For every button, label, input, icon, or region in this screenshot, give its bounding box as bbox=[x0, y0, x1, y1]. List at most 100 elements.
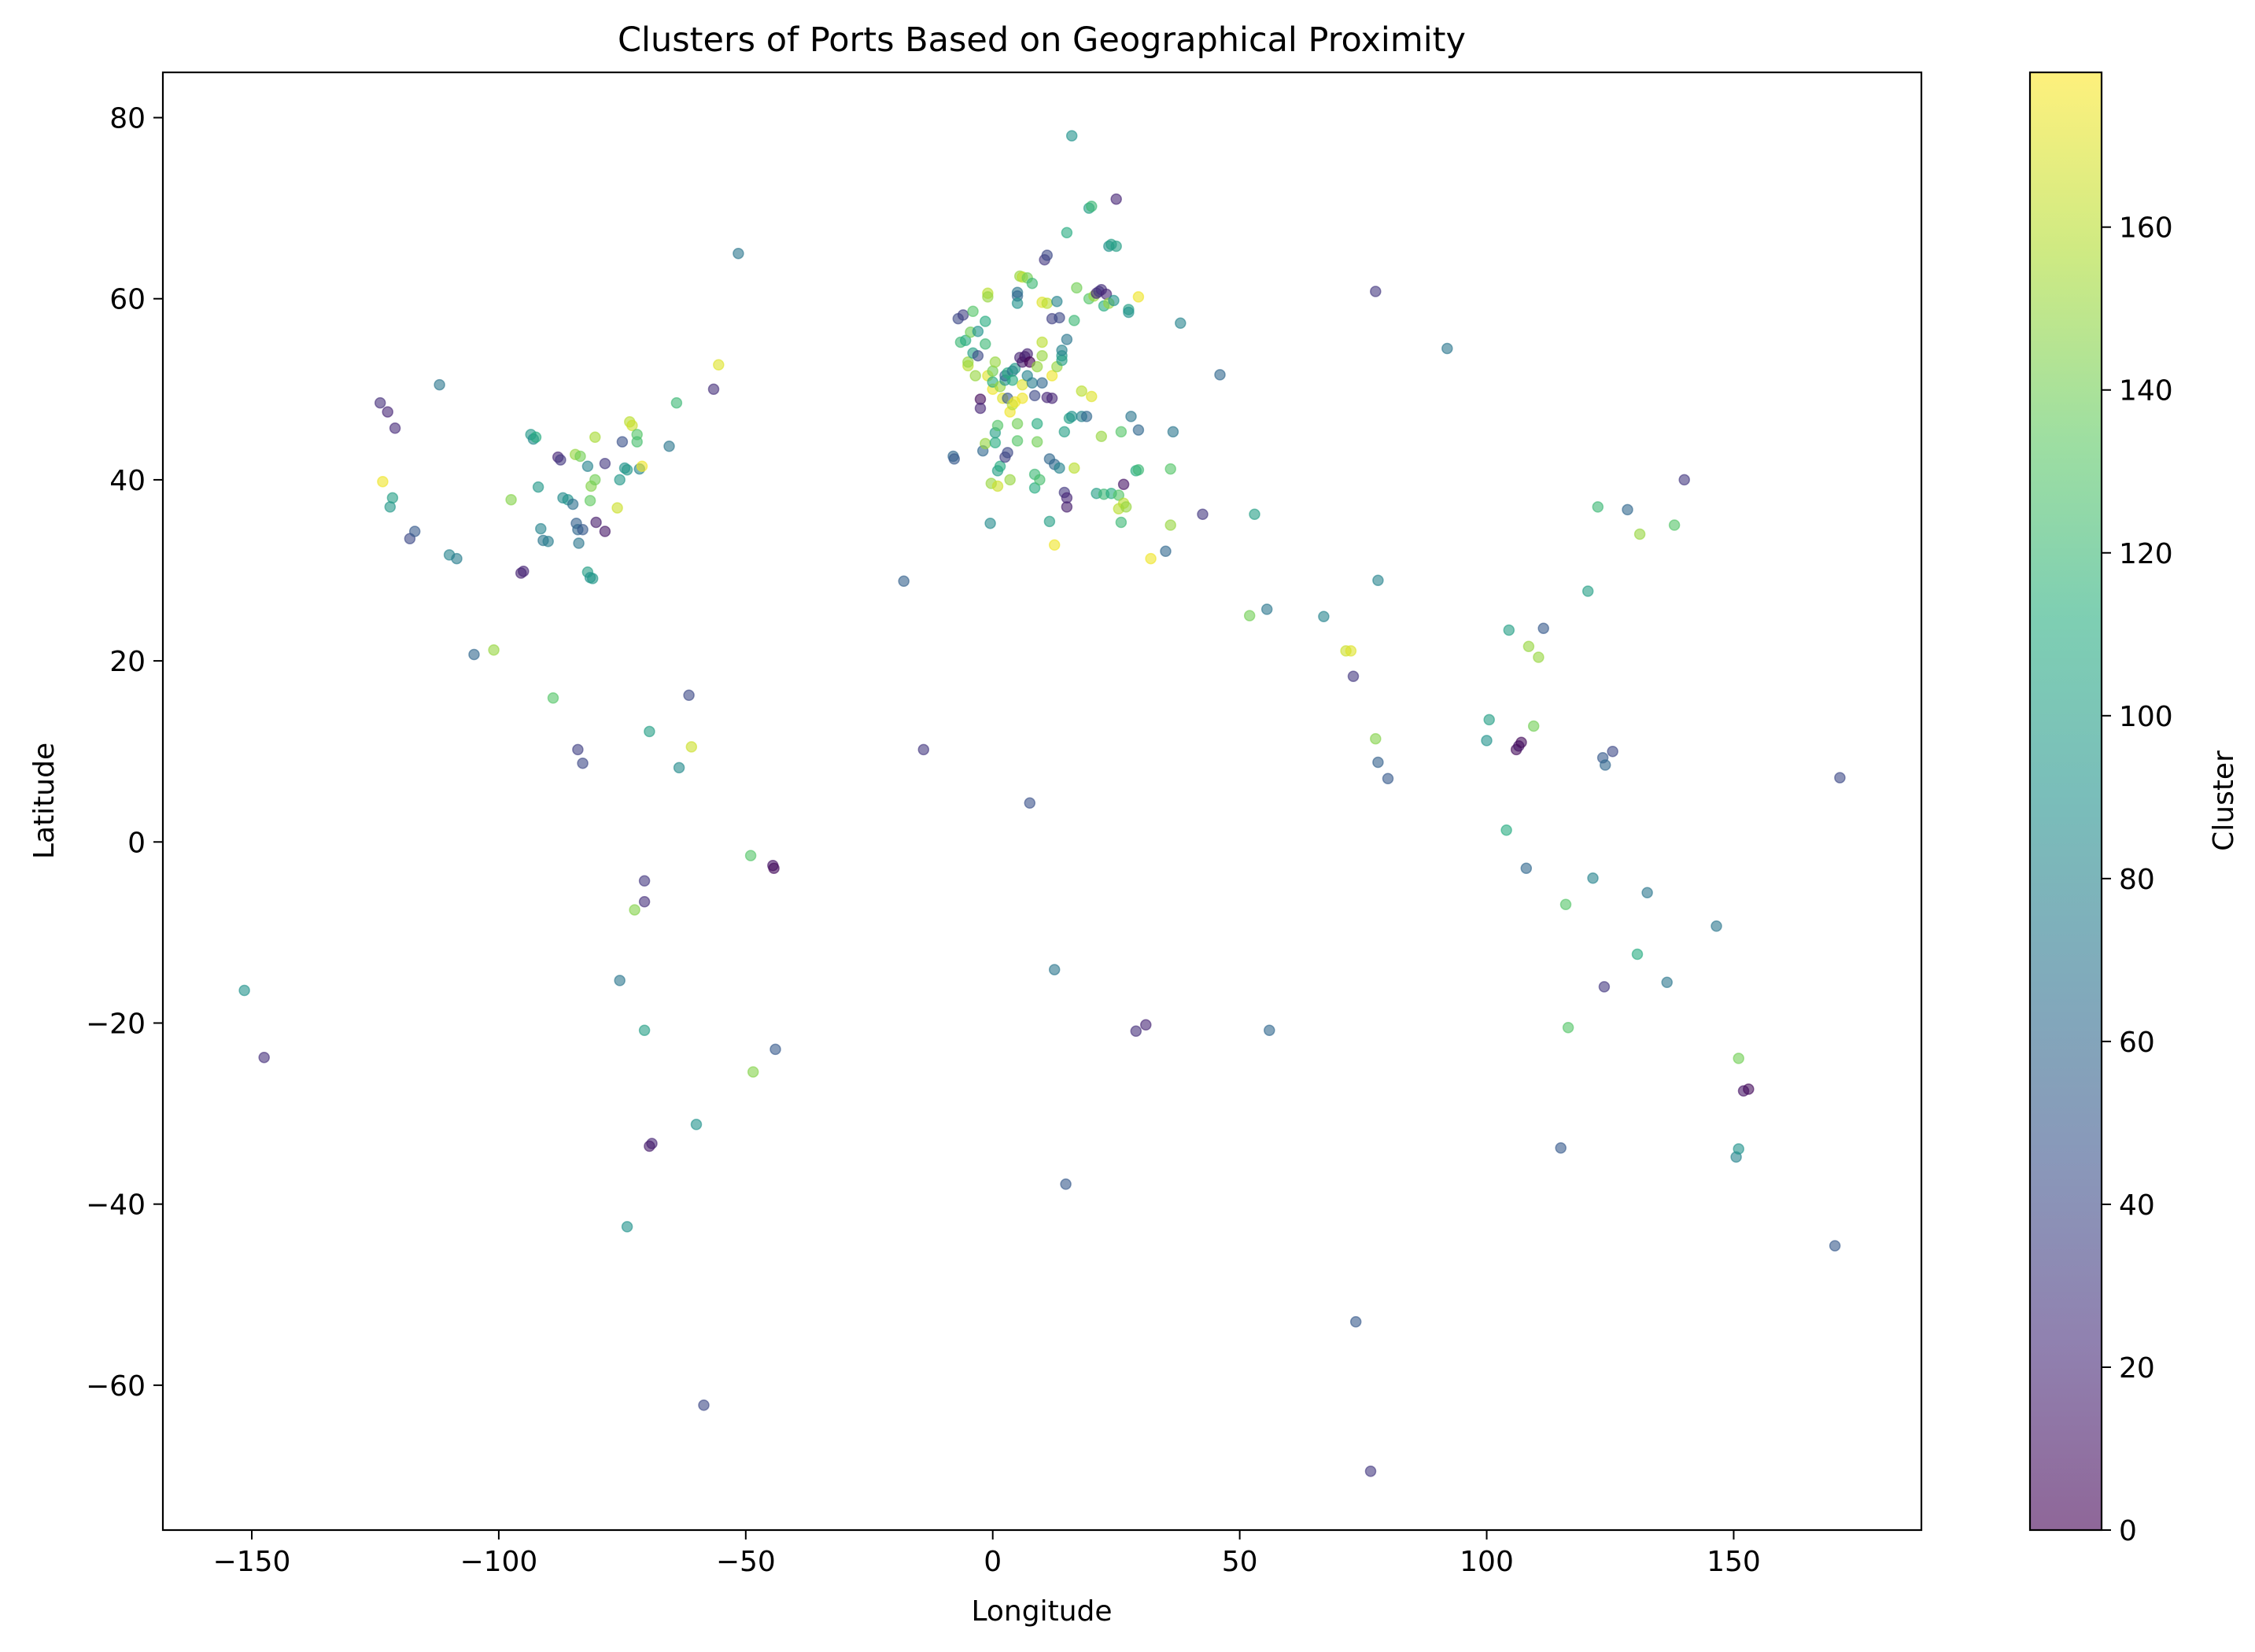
data-point bbox=[1622, 503, 1633, 516]
data-point bbox=[488, 644, 500, 656]
data-point bbox=[1214, 369, 1226, 381]
y-tick-label: −40 bbox=[86, 1189, 146, 1222]
colorbar-gradient bbox=[2030, 72, 2102, 1530]
data-point bbox=[1668, 519, 1681, 531]
data-point bbox=[505, 493, 517, 506]
data-point bbox=[1520, 862, 1533, 874]
data-point bbox=[638, 896, 651, 908]
data-point bbox=[530, 431, 542, 444]
data-point bbox=[1347, 670, 1360, 682]
data-point bbox=[1598, 981, 1611, 993]
x-axis: −150 −100 −50 0 50 100 150 bbox=[213, 1530, 1761, 1578]
y-tick-label: 80 bbox=[109, 103, 146, 135]
data-point bbox=[1060, 1178, 1072, 1190]
data-point bbox=[1318, 610, 1330, 622]
data-point bbox=[1349, 1316, 1362, 1328]
data-point bbox=[599, 457, 611, 470]
data-point bbox=[577, 523, 589, 536]
data-point bbox=[1140, 1019, 1152, 1031]
data-point bbox=[1058, 426, 1071, 438]
data-point bbox=[1054, 312, 1065, 324]
data-point bbox=[685, 741, 698, 753]
colorbar-tick-label: 60 bbox=[2119, 1027, 2155, 1059]
data-point bbox=[980, 338, 991, 350]
data-point bbox=[898, 575, 910, 588]
data-point bbox=[586, 573, 599, 584]
data-point bbox=[948, 453, 961, 465]
data-point bbox=[1527, 720, 1540, 732]
data-point bbox=[599, 525, 611, 537]
data-point bbox=[1011, 418, 1024, 430]
data-point bbox=[1164, 463, 1176, 475]
data-point bbox=[589, 474, 601, 486]
data-point bbox=[638, 1024, 651, 1036]
data-point bbox=[384, 501, 397, 513]
data-point bbox=[382, 406, 393, 418]
colorbar-tick-label: 160 bbox=[2119, 212, 2173, 245]
data-point bbox=[1125, 411, 1137, 422]
data-point bbox=[1711, 920, 1722, 932]
data-point bbox=[451, 552, 463, 565]
colorbar-tick-label: 20 bbox=[2119, 1352, 2155, 1385]
data-point bbox=[974, 402, 987, 415]
data-point bbox=[1733, 1053, 1744, 1064]
data-point bbox=[377, 475, 389, 488]
data-point bbox=[468, 648, 480, 661]
data-point bbox=[1054, 462, 1065, 474]
data-point bbox=[733, 247, 744, 260]
data-point bbox=[542, 535, 554, 548]
data-point bbox=[1051, 295, 1063, 308]
plot-frame bbox=[161, 71, 1923, 1532]
data-point bbox=[621, 1221, 633, 1233]
colorbar-label: Cluster bbox=[2208, 750, 2240, 851]
data-point bbox=[1036, 377, 1048, 389]
data-point bbox=[683, 689, 695, 702]
data-point bbox=[1017, 393, 1028, 404]
colorbar-tick-label: 0 bbox=[2119, 1515, 2137, 1547]
data-point bbox=[1068, 315, 1080, 326]
data-point bbox=[1522, 640, 1535, 652]
data-point bbox=[1028, 389, 1041, 402]
y-axis-label: Latitude bbox=[28, 743, 61, 859]
data-point bbox=[768, 862, 780, 874]
y-tick-label: −60 bbox=[86, 1370, 146, 1403]
data-point bbox=[518, 565, 530, 577]
colorbar-frame bbox=[2028, 71, 2103, 1532]
data-point bbox=[1117, 478, 1130, 490]
data-point bbox=[1132, 464, 1145, 476]
data-point bbox=[1164, 519, 1176, 531]
data-point bbox=[1661, 976, 1673, 988]
data-point bbox=[1641, 887, 1653, 898]
data-point bbox=[1031, 360, 1043, 373]
data-point bbox=[1607, 745, 1618, 758]
data-point bbox=[1041, 249, 1054, 261]
data-point bbox=[1345, 645, 1357, 657]
x-tick-label: 100 bbox=[1460, 1546, 1514, 1578]
data-point bbox=[581, 460, 594, 472]
data-point bbox=[1031, 418, 1043, 430]
data-point bbox=[1043, 515, 1056, 528]
data-point bbox=[980, 437, 991, 450]
data-point bbox=[1061, 334, 1073, 345]
data-point bbox=[567, 498, 579, 511]
data-point bbox=[1034, 474, 1046, 486]
colorbar-ticks: 0 20 40 60 80 100 120 140 160 bbox=[2102, 212, 2173, 1547]
data-point bbox=[611, 502, 623, 514]
chart-title: Clusters of Ports Based on Geographical … bbox=[618, 20, 1466, 60]
y-tick-label: −20 bbox=[86, 1008, 146, 1040]
data-point bbox=[434, 378, 445, 391]
plot-area bbox=[163, 72, 1921, 1530]
data-point bbox=[631, 436, 643, 448]
data-point bbox=[1115, 516, 1128, 529]
data-point bbox=[917, 743, 930, 756]
data-point bbox=[532, 481, 544, 493]
y-tick-label: 60 bbox=[109, 284, 146, 316]
data-point bbox=[577, 757, 589, 769]
x-tick-label: −100 bbox=[459, 1546, 537, 1578]
data-point bbox=[1002, 447, 1013, 459]
data-point bbox=[969, 370, 981, 382]
data-point bbox=[644, 1140, 655, 1152]
data-point bbox=[1834, 772, 1846, 784]
data-point bbox=[1036, 336, 1048, 348]
